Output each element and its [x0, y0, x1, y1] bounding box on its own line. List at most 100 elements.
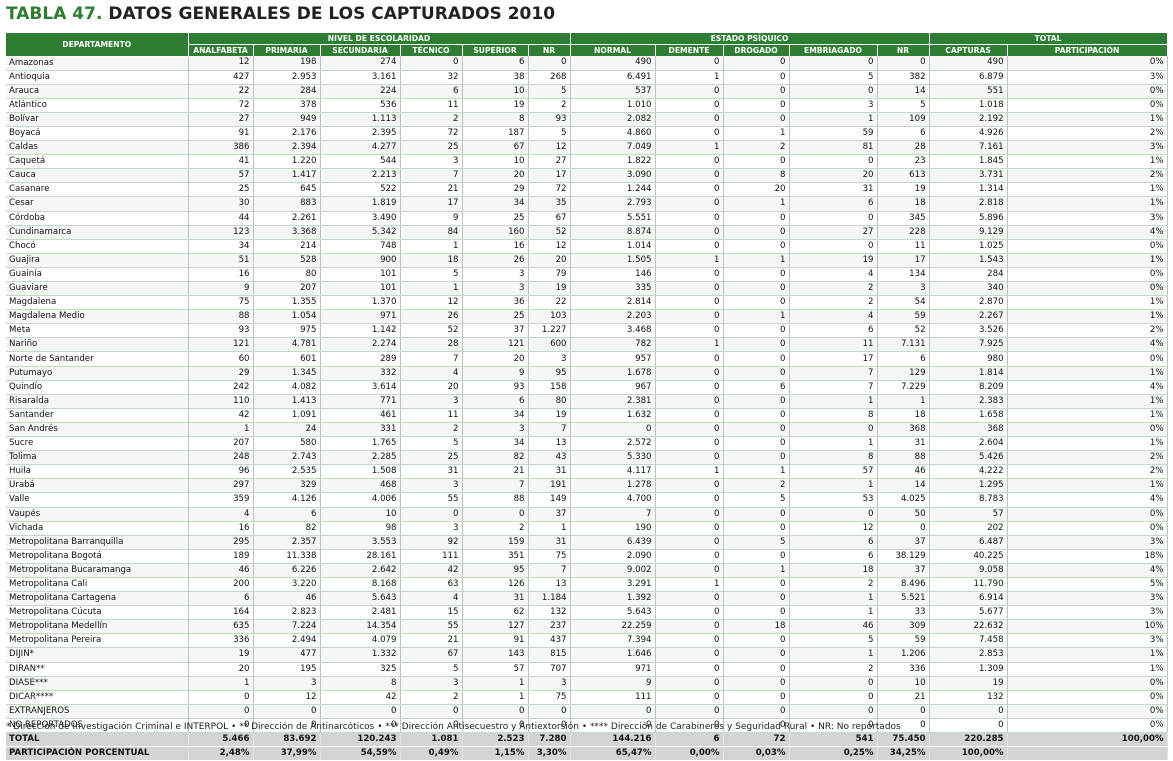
table-cell: 1: [723, 309, 790, 325]
table-cell: 4: [789, 267, 878, 283]
table-cell: 1.206: [877, 647, 930, 663]
table-cell: 6.487: [929, 535, 1008, 550]
table-cell: 1: [789, 394, 878, 409]
table-cell: 0: [723, 323, 790, 339]
table-cell: 46: [877, 464, 930, 480]
table-cell: 34: [462, 408, 529, 423]
header-col: NR: [877, 44, 930, 56]
table-cell: 52: [528, 225, 571, 240]
table-cell: 4%: [1007, 380, 1168, 395]
table-cell: 1%: [1007, 366, 1168, 381]
table-cell: 25: [400, 140, 463, 156]
table-row: Bolívar 27 949 1.113 2 8 93 2.082 0 0 1 109 2.192 1%: [6, 112, 1168, 127]
row-department: Guajira: [6, 253, 189, 268]
table-cell: 0: [655, 605, 724, 621]
row-department: Chocó: [6, 239, 189, 254]
table-cell: 1.765: [320, 436, 401, 452]
table-cell: 0: [655, 507, 724, 522]
table-cell: 0%: [1007, 84, 1168, 99]
row-department: Risaralda: [6, 394, 189, 409]
table-cell: 477: [253, 647, 321, 663]
table-cell: 19: [877, 182, 930, 198]
table-cell: 0: [655, 647, 724, 663]
table-row: Metropolitana Bogotá 189 11.338 28.161 111 35…: [6, 549, 1168, 564]
table-cell: 6: [789, 535, 878, 550]
table-cell: 1.244: [570, 182, 656, 198]
table-cell: 17: [877, 253, 930, 268]
table-cell: 6: [188, 591, 254, 607]
table-cell: 7: [570, 507, 656, 522]
table-cell: 2: [723, 478, 790, 494]
table-cell: 46: [789, 619, 878, 635]
table-cell: 268: [528, 70, 571, 85]
table-cell: 14.354: [320, 619, 401, 635]
table-cell: 359: [188, 492, 254, 508]
table-cell: 0: [462, 718, 529, 734]
table-cell: 1: [188, 422, 254, 438]
table-cell: 2.213: [320, 168, 401, 184]
table-cell: 8: [462, 112, 529, 127]
participation-row-cell: 0,03%: [723, 746, 790, 761]
table-cell: 1.184: [528, 591, 571, 607]
table-cell: 0: [655, 422, 724, 438]
row-department: Metropolitana Pereira: [6, 633, 189, 649]
table-row: Magdalena 75 1.355 1.370 12 36 22 2.814 0 0 2 54 2.8…: [6, 295, 1168, 311]
table-cell: 0: [655, 126, 724, 142]
table-cell: 5.643: [570, 605, 656, 621]
table-cell: 0: [655, 549, 724, 564]
header-group-education: NIVEL DE ESCOLARIDAD: [188, 33, 571, 45]
table-cell: 88: [877, 450, 930, 466]
table-cell: 3: [400, 478, 463, 494]
table-cell: 949: [253, 112, 321, 127]
table-cell: 3.090: [570, 168, 656, 184]
table-cell: 0: [789, 507, 878, 522]
table-cell: 551: [929, 84, 1008, 99]
table-cell: 207: [188, 436, 254, 452]
table-cell: 0: [655, 718, 724, 734]
table-row: NO REPORTADOS 0 0 0 0 0 0 0 0 0 0 0 0 0%: [6, 718, 1168, 734]
table-cell: 10: [320, 507, 401, 522]
table-cell: 27: [789, 225, 878, 240]
table-cell: 12: [789, 521, 878, 536]
table-cell: 46: [188, 563, 254, 578]
table-row: DICAR**** 0 12 42 2 1 75 111 0 0 0 21 132 0%: [6, 690, 1168, 705]
table-cell: 19: [528, 408, 571, 423]
table-cell: 0: [723, 718, 790, 734]
table-cell: 72: [400, 126, 463, 142]
table-cell: 580: [253, 436, 321, 452]
table-cell: 0: [655, 84, 724, 99]
table-cell: 7: [462, 478, 529, 494]
table-row: Meta 93 975 1.142 52 37 1.227 3.468 0 0 6 52 3.526 2%: [6, 323, 1168, 339]
table-cell: 635: [188, 619, 254, 635]
table-row: Arauca 22 284 224 6 10 5 537 0 0 0 14 551 0%: [6, 84, 1168, 99]
header-col: SUPERIOR: [462, 44, 529, 56]
table-cell: 11: [400, 98, 463, 113]
table-row: Guajira 51 528 900 18 26 20 1.505 1 1 19 17 1.543 1%: [6, 253, 1168, 268]
table-cell: 35: [528, 196, 571, 212]
table-cell: 4%: [1007, 225, 1168, 240]
row-department: Metropolitana Bucaramanga: [6, 563, 189, 578]
table-cell: 9.129: [929, 225, 1008, 240]
table-cell: 0: [400, 56, 463, 71]
table-cell: 2.381: [570, 394, 656, 409]
table-cell: 26: [400, 309, 463, 325]
table-cell: 536: [320, 98, 401, 113]
table-cell: 7.394: [570, 633, 656, 649]
table-cell: 52: [400, 323, 463, 339]
table-cell: 5: [528, 84, 571, 99]
table-cell: 16: [462, 239, 529, 254]
table-cell: 34: [462, 436, 529, 452]
table-cell: 111: [570, 690, 656, 705]
table-cell: 72: [528, 182, 571, 198]
table-cell: 27: [188, 112, 254, 127]
table-cell: 1.658: [929, 408, 1008, 423]
table-cell: 242: [188, 380, 254, 395]
table-cell: 20: [400, 380, 463, 395]
table-cell: 4.860: [570, 126, 656, 142]
table-cell: 7: [789, 380, 878, 395]
header-col: DEMENTE: [655, 44, 724, 56]
table-cell: 297: [188, 478, 254, 494]
table-cell: 0: [723, 422, 790, 438]
table-cell: 975: [253, 323, 321, 339]
row-department: DIJIN*: [6, 647, 189, 663]
